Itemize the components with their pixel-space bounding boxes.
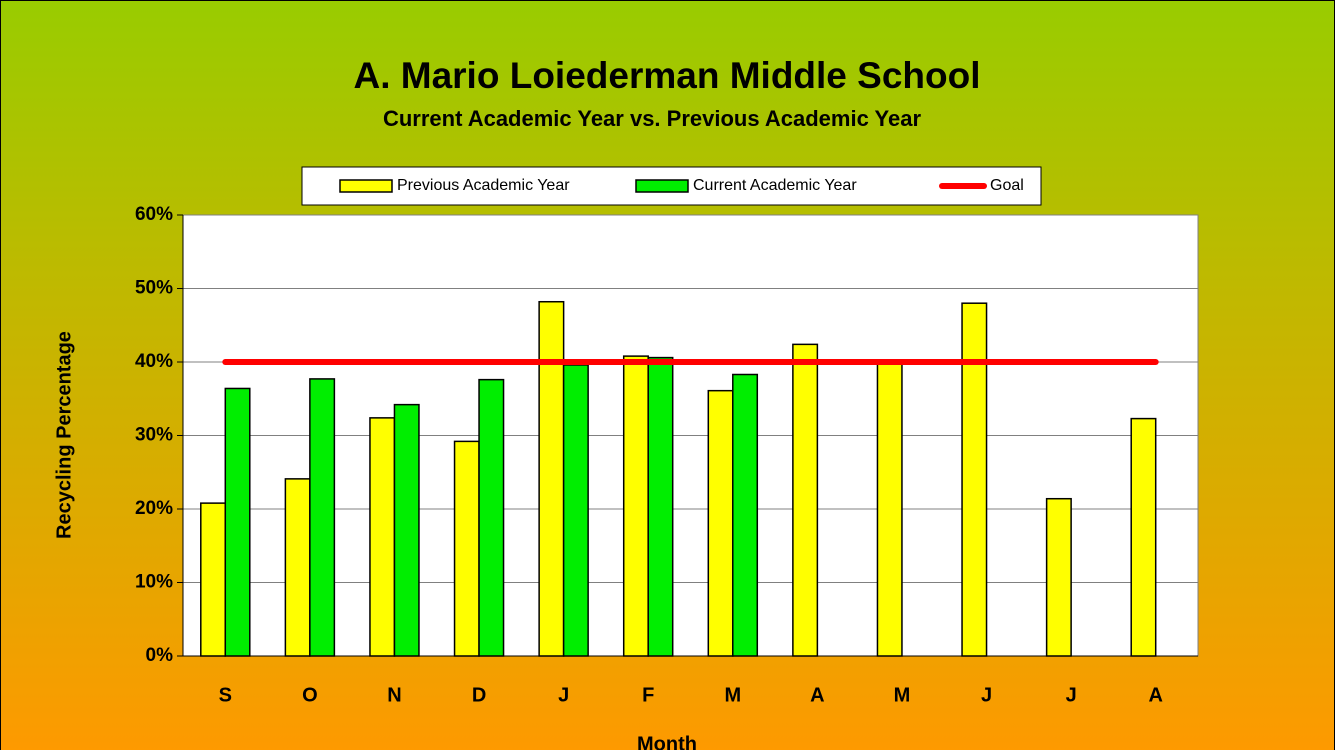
- legend-label: Goal: [990, 177, 1024, 194]
- y-tick-label: 10%: [135, 572, 173, 593]
- bar: [961, 302, 988, 657]
- legend-label: Current Academic Year: [693, 177, 857, 194]
- bar: [792, 343, 819, 657]
- x-tick-label: J: [558, 684, 569, 706]
- bar: [369, 417, 396, 657]
- x-tick-label: D: [472, 684, 486, 706]
- x-tick-label: J: [981, 684, 992, 706]
- legend-swatch: [635, 179, 689, 193]
- bar: [732, 373, 759, 657]
- bar: [562, 364, 589, 657]
- y-tick-label: 60%: [135, 204, 173, 225]
- x-tick-label: O: [302, 684, 318, 706]
- x-tick-label: M: [724, 684, 741, 706]
- bar: [200, 502, 227, 657]
- bar: [876, 362, 903, 657]
- bar: [478, 378, 505, 657]
- chart-title: A. Mario Loiederman Middle School: [353, 55, 980, 96]
- y-tick-label: 30%: [135, 425, 173, 446]
- bar: [622, 355, 649, 657]
- x-axis-label: Month: [637, 733, 697, 750]
- x-tick-label: J: [1066, 684, 1077, 706]
- legend-swatch: [339, 179, 393, 193]
- legend-label: Previous Academic Year: [397, 177, 570, 194]
- x-tick-label: M: [894, 684, 911, 706]
- bar: [647, 356, 674, 657]
- x-tick-label: S: [219, 684, 232, 706]
- bar: [284, 478, 311, 657]
- chart-subtitle: Current Academic Year vs. Previous Acade…: [383, 106, 922, 131]
- y-tick-label: 20%: [135, 498, 173, 519]
- y-tick-label: 50%: [135, 278, 173, 299]
- y-tick-label: 0%: [146, 645, 174, 666]
- bar: [707, 389, 734, 657]
- bar: [538, 300, 565, 657]
- bar: [1045, 497, 1072, 657]
- x-tick-label: N: [387, 684, 401, 706]
- x-tick-label: A: [810, 684, 824, 706]
- bar: [224, 387, 251, 657]
- bar: [1130, 417, 1157, 657]
- x-tick-label: F: [642, 684, 654, 706]
- y-axis-label: Recycling Percentage: [53, 331, 75, 539]
- bar: [393, 403, 420, 657]
- bar: [453, 440, 480, 657]
- y-tick-label: 40%: [135, 351, 173, 372]
- x-tick-label: A: [1148, 684, 1162, 706]
- bar: [309, 378, 336, 657]
